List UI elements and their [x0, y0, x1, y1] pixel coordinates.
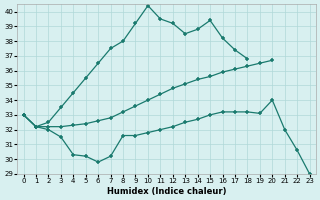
X-axis label: Humidex (Indice chaleur): Humidex (Indice chaleur) — [107, 187, 226, 196]
